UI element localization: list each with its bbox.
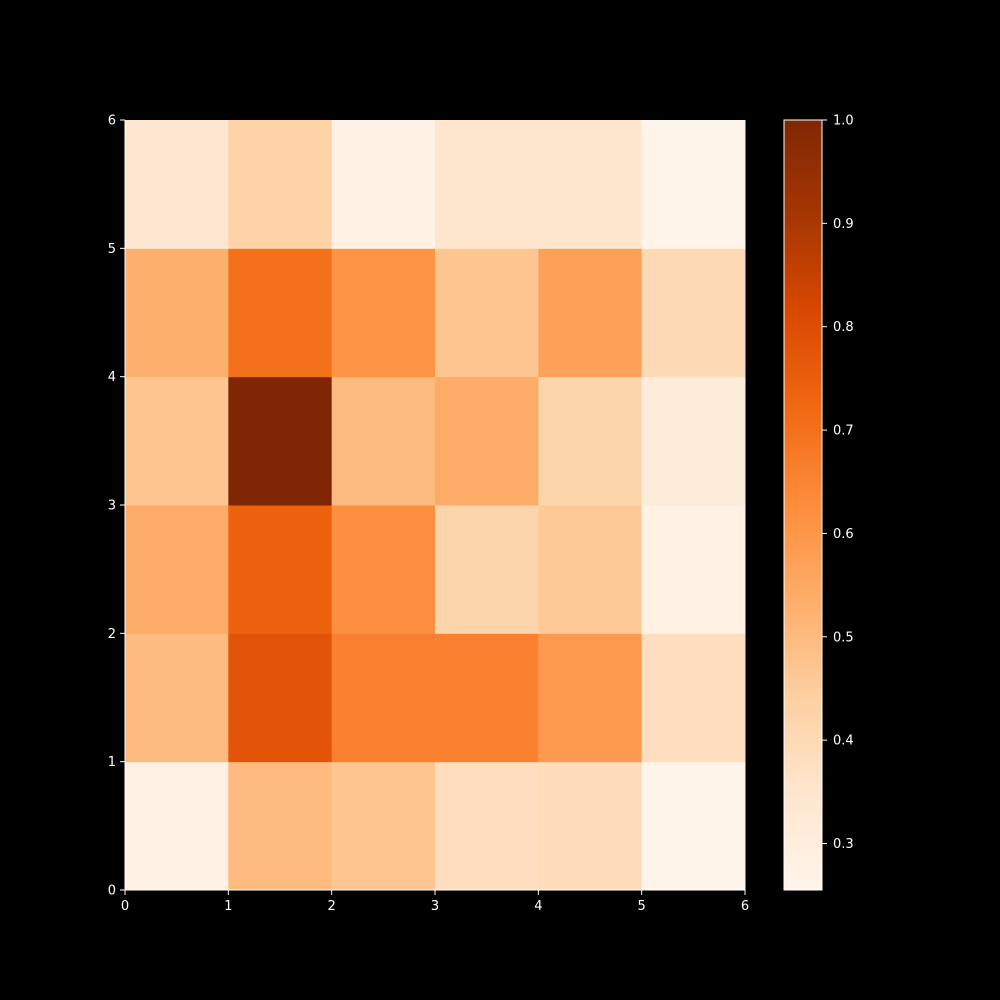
heatmap-cell-r4-c2 [331,248,436,378]
x-tick-label: 6 [741,899,749,914]
heatmap-cell-r5-c0 [125,120,229,249]
heatmap-cell-r2-c5 [641,505,746,634]
colorbar-tick-label: 0.4 [833,734,854,749]
x-tick-label: 1 [224,899,232,914]
heatmap-cell-r3-c1 [228,376,333,506]
heatmap-cell-r2-c3 [435,505,539,634]
heatmap-cell-r1-c4 [538,633,643,763]
colorbar-tick-label: 0.6 [833,527,854,542]
x-tick-label: 5 [638,899,646,914]
heatmap-cell-r0-c0 [125,761,229,891]
heatmap-cell-r4-c5 [641,248,746,378]
colorbar-tick-label: 0.5 [833,630,854,645]
heatmap-cell-r3-c3 [435,376,539,506]
heatmap-cell-r3-c5 [641,376,746,506]
x-tick-label: 2 [328,899,336,914]
heatmap-cell-r4-c4 [538,248,643,378]
colorbar-gradient [783,119,823,891]
y-tick-label: 2 [108,627,116,642]
heatmap-cell-r1-c3 [435,633,539,763]
heatmap-cell-r5-c2 [331,120,436,249]
heatmap-cell-r4-c0 [125,248,229,378]
x-tick-label: 3 [431,899,439,914]
colorbar-tick-label: 0.7 [833,424,854,439]
heatmap-axes: 0 1 2 3 4 5 6 0 1 2 3 4 5 6 [108,114,749,915]
heatmap-cell-r0-c3 [435,761,539,891]
heatmap-cell-r1-c1 [228,633,333,763]
heatmap-cell-r0-c4 [538,761,643,891]
colorbar-tick-label: 1.0 [833,114,854,129]
x-tick-label: 0 [121,899,129,914]
colorbar: 0.3 0.4 0.5 0.6 0.7 0.8 0.9 1.0 [783,114,854,891]
heatmap-cell-r5-c3 [435,120,539,249]
colorbar-tick-label: 0.9 [833,217,854,232]
heatmap-cell-r2-c0 [125,505,229,634]
y-tick-label: 5 [108,242,116,257]
heatmap-cell-r0-c1 [228,761,333,891]
y-tick-label: 1 [108,755,116,770]
heatmap-cell-r2-c2 [331,505,436,634]
heatmap-cell-r2-c1 [228,505,333,634]
heatmap-cells [125,120,746,891]
heatmap-cell-r5-c4 [538,120,643,249]
heatmap-cell-r0-c2 [331,761,436,891]
heatmap-cell-r3-c2 [331,376,436,506]
heatmap-cell-r1-c0 [125,633,229,763]
heatmap-cell-r5-c5 [641,120,746,249]
y-tick-label: 4 [108,370,116,385]
heatmap-cell-r3-c0 [125,376,229,506]
heatmap-cell-r4-c1 [228,248,333,378]
heatmap-cell-r2-c4 [538,505,643,634]
y-tick-label: 3 [108,499,116,514]
heatmap-cell-r4-c3 [435,248,539,378]
y-tick-label: 0 [108,884,116,899]
x-tick-label: 4 [534,899,542,914]
heatmap-cell-r1-c5 [641,633,746,763]
heatmap-cell-r0-c5 [641,761,746,891]
heatmap-cell-r1-c2 [331,633,436,763]
y-tick-label: 6 [108,114,116,129]
colorbar-tick-label: 0.8 [833,320,854,335]
heatmap-cell-r3-c4 [538,376,643,506]
heatmap-cell-r5-c1 [228,120,333,249]
colorbar-tick-label: 0.3 [833,837,854,852]
